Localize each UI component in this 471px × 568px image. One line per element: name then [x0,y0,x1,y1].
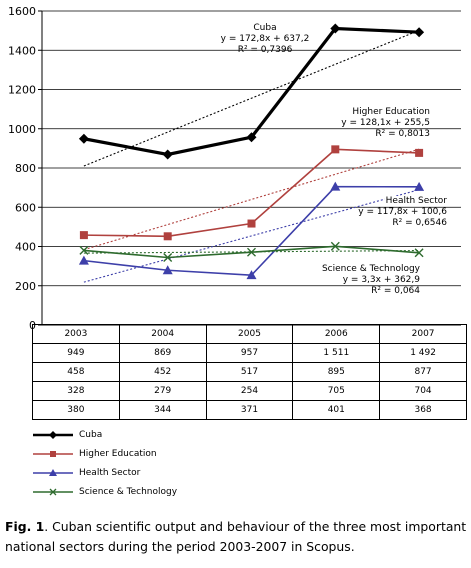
data-table: 2003 2004 2005 2006 2007 949 869 957 1 511 1 492 4… [32,324,467,420]
legend-swatch-higher-education [33,451,73,457]
figure-caption: Fig. 1. Cuban scientific output and beha… [5,517,467,557]
annotation-higher-education-line-3: R² = 0,8013 [375,129,430,139]
series-markers [78,23,425,280]
annotation-health-sector-line-3: R² = 0,6546 [392,218,447,228]
y-tick-label-1000: 1000 [8,123,36,136]
legend-label-cuba: Cuba [79,430,103,440]
caption-label: Fig. 1 [5,519,45,534]
table-cell: 371 [205,400,294,420]
table-header-2004: 2004 [118,324,207,344]
point-health-sector-2006 [330,181,341,191]
point-higher-education-2006 [331,145,340,154]
table-cell: 380 [32,400,120,420]
legend-swatch-cuba [33,431,73,439]
point-health-sector-2007 [414,181,425,191]
point-health-sector-2005 [246,270,257,280]
legend-item-health-sector: Health Sector [33,465,233,484]
table-header-row: 2003 2004 2005 2006 2007 [32,324,467,344]
annotation-higher-education-line-1: Higher Education [352,107,430,117]
table-cell: 279 [118,381,207,401]
table-row-higher-education: 458 452 517 895 877 [32,362,467,382]
y-tick-label-800: 800 [15,162,36,175]
annotation-cuba-line-3: R² = 0,7396 [238,45,293,55]
table-cell: 458 [32,362,120,382]
table-header-2005: 2005 [205,324,294,344]
table-cell: 254 [205,381,294,401]
annotation-health-sector-line-2: y = 117,8x + 100,6 [358,207,447,217]
legend-item-higher-education: Higher Education [33,446,233,465]
table-header-2006: 2006 [292,324,381,344]
table-cell: 452 [118,362,207,382]
point-cuba-2004 [162,149,173,160]
point-cuba-2007 [414,27,425,38]
table-cell: 344 [118,400,207,420]
y-tick-label-200: 200 [15,280,36,293]
table-row-science-technology: 380 344 371 401 368 [32,400,467,420]
legend-label-science-technology: Science & Technology [79,487,178,497]
point-cuba-2006 [330,23,341,34]
point-health-sector-2004 [162,265,173,275]
caption-text: . Cuban scientific output and behaviour … [5,519,467,554]
point-higher-education-2004 [163,232,172,241]
table-cell: 328 [32,381,120,401]
table-cell: 401 [292,400,381,420]
point-science-technology-2005 [247,247,256,257]
table-cell: 704 [379,381,467,401]
point-science-technology-2006 [330,241,340,251]
table-cell: 895 [292,362,381,382]
table-cell: 705 [292,381,381,401]
point-science-technology-2004 [163,252,173,262]
annotation-science-technology-line-2: y = 3,3x + 362,9 [343,275,421,285]
table-cell: 368 [379,400,467,420]
legend-label-health-sector: Health Sector [79,468,141,478]
annotation-higher-education-line-2: y = 128,1x + 255,5 [341,118,430,128]
table-cell: 517 [205,362,294,382]
legend-item-science-technology: Science & Technology [33,484,233,503]
point-health-sector-2003 [78,255,89,265]
annotation-health-sector-line-1: Health Sector [386,196,448,206]
legend-swatch-science-technology [33,488,73,496]
table-row-health-sector: 328 279 254 705 704 [32,381,467,401]
y-tick-label-1600: 1600 [8,5,36,18]
point-higher-education-2007 [415,148,424,157]
y-tick-label-1400: 1400 [8,44,36,57]
legend-item-cuba: Cuba [33,427,233,446]
point-science-technology-2007 [414,248,424,258]
table-cell: 869 [118,343,207,363]
y-tick-label-400: 400 [15,241,36,254]
table-cell: 957 [205,343,294,363]
legend-label-higher-education: Higher Education [79,449,157,459]
legend-swatch-health-sector [33,469,73,476]
point-cuba-2003 [78,133,89,144]
annotation-science-technology-line-3: R² = 0,064 [371,286,420,296]
table-cell: 949 [32,343,120,363]
point-higher-education-2003 [79,231,88,240]
table-row-cuba: 949 869 957 1 511 1 492 [32,343,467,363]
annotation-cuba-line-2: y = 172,8x + 637,2 [221,34,310,44]
table-header-2003: 2003 [32,324,120,344]
legend: Cuba Higher Education Health Sector Science… [33,427,233,503]
y-tick-label-600: 600 [15,201,36,214]
table-header-2007: 2007 [379,324,467,344]
trendline-cuba [83,29,420,167]
point-science-technology-2003 [79,245,89,255]
annotation-cuba-line-1: Cuba [253,23,276,33]
annotation-science-technology-line-1: Science & Technology [322,264,421,274]
table-cell: 877 [379,362,467,382]
table-cell: 1 492 [379,343,467,363]
y-tick-label-1200: 1200 [8,84,36,97]
table-cell: 1 511 [292,343,381,363]
point-higher-education-2005 [247,219,256,228]
point-cuba-2005 [246,132,257,143]
